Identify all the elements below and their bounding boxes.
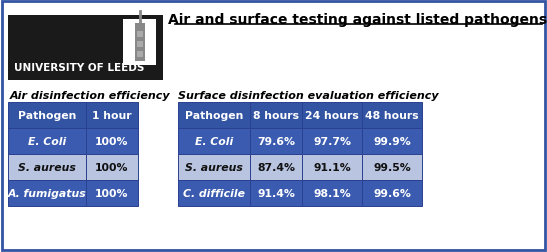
Text: 91.1%: 91.1% <box>313 162 351 172</box>
Text: 97.7%: 97.7% <box>313 137 351 146</box>
FancyBboxPatch shape <box>8 16 163 81</box>
Text: 100%: 100% <box>95 162 129 172</box>
FancyBboxPatch shape <box>178 180 250 206</box>
Text: 1 hour: 1 hour <box>92 111 132 120</box>
FancyBboxPatch shape <box>8 180 86 206</box>
Text: 8 hours: 8 hours <box>253 111 299 120</box>
FancyBboxPatch shape <box>137 42 143 48</box>
FancyBboxPatch shape <box>135 24 144 62</box>
Text: 87.4%: 87.4% <box>257 162 295 172</box>
FancyBboxPatch shape <box>8 129 86 154</box>
Text: 98.1%: 98.1% <box>313 188 351 198</box>
FancyBboxPatch shape <box>250 154 302 180</box>
FancyBboxPatch shape <box>178 154 250 180</box>
FancyBboxPatch shape <box>123 20 156 66</box>
FancyBboxPatch shape <box>8 154 86 180</box>
Text: 99.9%: 99.9% <box>373 137 411 146</box>
FancyBboxPatch shape <box>86 129 138 154</box>
Text: 100%: 100% <box>95 137 129 146</box>
FancyBboxPatch shape <box>362 154 422 180</box>
Text: Surface disinfection evaluation efficiency: Surface disinfection evaluation efficien… <box>178 91 439 101</box>
FancyBboxPatch shape <box>137 32 143 38</box>
FancyBboxPatch shape <box>86 180 138 206</box>
FancyBboxPatch shape <box>250 129 302 154</box>
FancyBboxPatch shape <box>8 103 86 129</box>
Text: 99.5%: 99.5% <box>373 162 411 172</box>
Text: A. fumigatus: A. fumigatus <box>8 188 86 198</box>
Text: E. Coli: E. Coli <box>195 137 233 146</box>
FancyBboxPatch shape <box>362 129 422 154</box>
FancyBboxPatch shape <box>86 154 138 180</box>
FancyBboxPatch shape <box>250 103 302 129</box>
Text: UNIVERSITY OF LEEDS: UNIVERSITY OF LEEDS <box>14 63 144 73</box>
Text: Pathogen: Pathogen <box>185 111 243 120</box>
Text: S. aureus: S. aureus <box>18 162 76 172</box>
Text: 91.4%: 91.4% <box>257 188 295 198</box>
Text: Air and surface testing against listed pathogens: Air and surface testing against listed p… <box>168 13 547 27</box>
Text: Air disinfection efficiency: Air disinfection efficiency <box>10 91 171 101</box>
Text: 79.6%: 79.6% <box>257 137 295 146</box>
FancyBboxPatch shape <box>302 180 362 206</box>
Text: 99.6%: 99.6% <box>373 188 411 198</box>
FancyBboxPatch shape <box>302 129 362 154</box>
Text: Pathogen: Pathogen <box>18 111 76 120</box>
FancyBboxPatch shape <box>2 2 545 250</box>
FancyBboxPatch shape <box>302 103 362 129</box>
Text: 24 hours: 24 hours <box>305 111 359 120</box>
FancyBboxPatch shape <box>302 154 362 180</box>
FancyBboxPatch shape <box>86 103 138 129</box>
Text: 100%: 100% <box>95 188 129 198</box>
Text: S. aureus: S. aureus <box>185 162 243 172</box>
FancyBboxPatch shape <box>362 180 422 206</box>
FancyBboxPatch shape <box>137 52 143 58</box>
Text: 48 hours: 48 hours <box>365 111 419 120</box>
Text: C. difficile: C. difficile <box>183 188 245 198</box>
FancyBboxPatch shape <box>178 103 250 129</box>
FancyBboxPatch shape <box>178 129 250 154</box>
FancyBboxPatch shape <box>250 180 302 206</box>
Text: E. Coli: E. Coli <box>28 137 66 146</box>
FancyBboxPatch shape <box>362 103 422 129</box>
